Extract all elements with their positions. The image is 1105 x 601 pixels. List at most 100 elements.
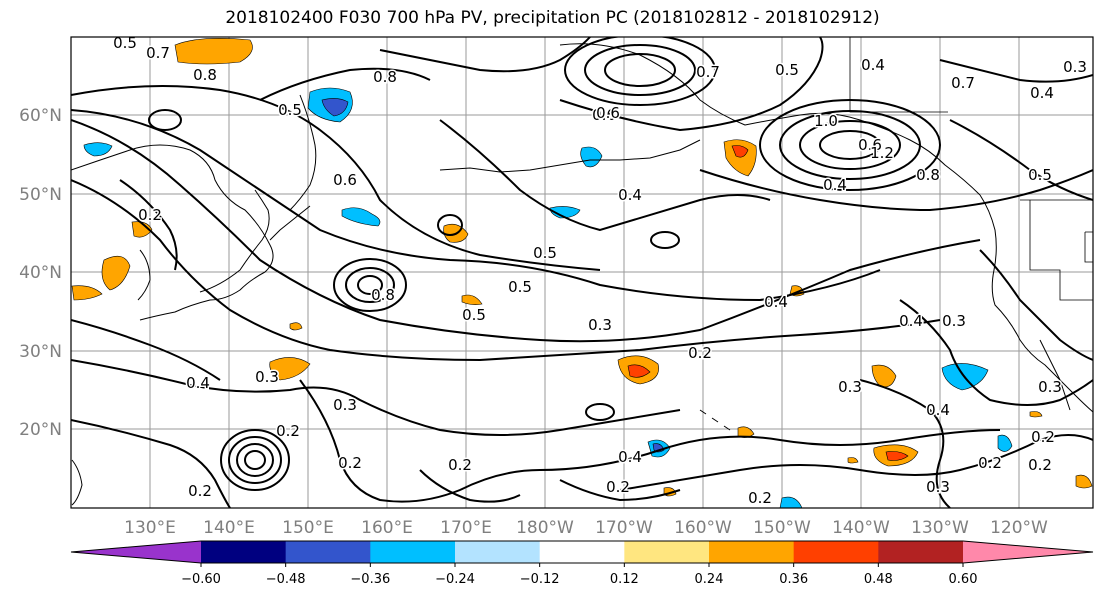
- precip-patch: [627, 364, 651, 378]
- contour-line: [71, 359, 681, 436]
- precip-patch: [101, 255, 131, 291]
- precip-patch: [289, 322, 303, 331]
- contour-label: 0.4: [1030, 84, 1054, 102]
- coastline-alaska: [559, 43, 981, 196]
- colorbar-tick-label: −0.48: [266, 572, 306, 587]
- contour-label: 0.5: [462, 306, 486, 324]
- lon-label: 160°W: [674, 518, 732, 538]
- precip-patch: [885, 451, 909, 461]
- lat-label: 20°N: [19, 420, 62, 440]
- precip-patch: [779, 496, 803, 508]
- lon-label: 140°E: [203, 518, 255, 538]
- contour-line: [228, 436, 282, 484]
- contour-line: [345, 267, 395, 303]
- colorbar-extend-low: [71, 541, 201, 563]
- contour-label: 0.6: [592, 106, 616, 124]
- colorbar-segment: [878, 541, 964, 563]
- contour-line: [244, 450, 266, 470]
- colorbar-segment: [539, 541, 625, 563]
- precip-patch: [580, 146, 603, 168]
- contour-line: [979, 249, 1093, 361]
- precip-patch: [71, 285, 103, 301]
- latitude-labels: 60°N 50°N 40°N 30°N 20°N: [19, 106, 62, 440]
- figure-title: 2018102400 F030 700 hPa PV, precipitatio…: [225, 8, 880, 28]
- colorbar-tick-label: 0.60: [949, 572, 978, 587]
- contour-line: [439, 119, 771, 232]
- contour-line: [939, 59, 1093, 83]
- colorbar-tick-label: 0.36: [779, 572, 808, 587]
- contour-line: [584, 44, 696, 96]
- lon-label: 160°E: [361, 518, 413, 538]
- contour-label: 0.4: [618, 448, 642, 466]
- contour-label: 0.2: [1031, 428, 1055, 446]
- contour-line: [236, 443, 274, 477]
- coastline-philippines: [71, 459, 83, 506]
- contour-label: 0.5: [775, 61, 799, 79]
- lon-label: 170°W: [595, 518, 653, 538]
- coastline-kurils: [269, 205, 311, 241]
- contour-line: [699, 169, 1093, 212]
- contour-label: 0.3: [333, 396, 357, 414]
- precip-patch: [1075, 474, 1093, 489]
- contour-labels: 0.50.70.80.50.80.60.7 0.5 0.4 0.30.40.70.50…: [112, 33, 1089, 509]
- contour-line: [650, 231, 680, 249]
- contour-label: 0.4: [899, 312, 923, 330]
- contour-line: [585, 403, 615, 421]
- precip-patch: [723, 139, 757, 177]
- lon-label: 150°W: [753, 518, 811, 538]
- contour-line: [779, 110, 921, 180]
- colorbar-segment: [793, 541, 879, 563]
- contour-label: 0.5: [113, 34, 137, 52]
- precip-patch: [1029, 411, 1043, 418]
- lat-label: 40°N: [19, 263, 62, 283]
- colorbar-segment: [455, 541, 541, 563]
- contour-label: 0.2: [748, 489, 772, 507]
- contour-label: 0.8: [371, 286, 395, 304]
- contour-label: 0.5: [278, 101, 302, 119]
- contour-label: 0.3: [1038, 378, 1062, 396]
- contour-label: 0.5: [533, 244, 557, 262]
- precip-patch: [269, 357, 311, 381]
- contour-line: [259, 67, 431, 101]
- contour-line: [799, 120, 901, 170]
- contour-line: [819, 130, 881, 160]
- coastline-kamchatka: [289, 94, 317, 211]
- lon-label: 150°E: [282, 518, 334, 538]
- precip-patch: [174, 38, 253, 65]
- colorbar-extend-high: [963, 541, 1093, 563]
- contour-line: [71, 179, 941, 362]
- coastline-japan: [199, 189, 270, 293]
- precip-patch: [731, 145, 749, 158]
- lon-label: 130°E: [124, 518, 176, 538]
- colorbar-tick-label: −0.12: [520, 572, 560, 587]
- contour-label: 0.6: [333, 171, 357, 189]
- colorbar-tick-label: 0.24: [695, 572, 724, 587]
- contour-line: [437, 214, 463, 236]
- longitude-labels: 130°E 140°E 150°E 160°E 170°E 180°W 170°…: [124, 518, 1048, 538]
- lat-label: 50°N: [19, 185, 62, 205]
- contour-label: 0.5: [508, 278, 532, 296]
- lon-label: 140°W: [832, 518, 890, 538]
- contour-line: [604, 53, 676, 87]
- contour-line: [564, 37, 716, 106]
- lat-label: 60°N: [19, 106, 62, 126]
- contour-label: 0.3: [838, 378, 862, 396]
- colorbar-tick-label: −0.24: [435, 572, 475, 587]
- precip-patch: [997, 434, 1013, 452]
- contour-line: [71, 109, 881, 302]
- contour-line: [71, 85, 601, 271]
- precip-patch: [321, 98, 349, 117]
- pv-contours: [71, 37, 1093, 508]
- contour-line: [333, 258, 407, 312]
- contour-label: 0.2: [138, 206, 162, 224]
- colorbar-tick-label: −0.36: [350, 572, 390, 587]
- colorbar-segment: [285, 541, 371, 563]
- colorbar: −0.60 −0.48 −0.36 −0.24 −0.12 0.12 0.24 0.36 0.4…: [70, 540, 1094, 587]
- colorbar-segment: [201, 541, 287, 563]
- contour-label: 0.2: [606, 478, 630, 496]
- contour-label: 0.3: [255, 368, 279, 386]
- contour-label: 1.2: [870, 144, 894, 162]
- contour-label: 0.4: [861, 56, 885, 74]
- precip-patch: [549, 206, 581, 219]
